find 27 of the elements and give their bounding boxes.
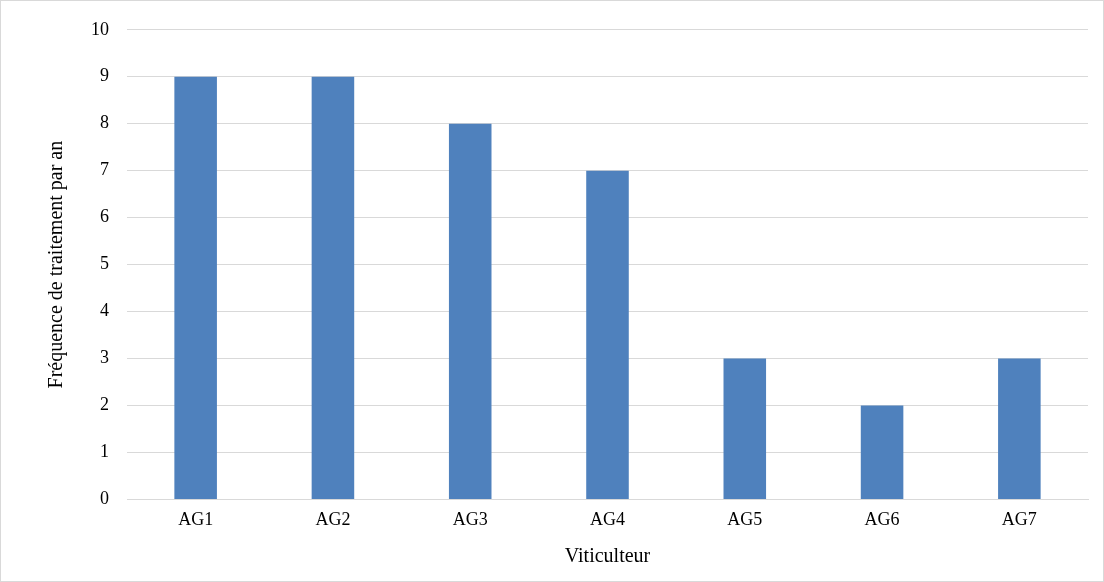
y-axis-title: Fréquence de traitement par an [44,140,68,389]
x-tick-label: AG6 [864,508,900,529]
bar [998,358,1041,499]
y-tick-label: 0 [100,488,109,509]
bar [586,170,629,499]
x-tick-label: AG7 [1001,508,1037,529]
y-tick-label: 9 [100,65,109,86]
y-tick-label: 5 [100,253,109,274]
x-tick-label: AG4 [590,508,625,529]
y-tick-label: 4 [100,300,109,321]
bar [311,76,355,499]
y-tick-label: 7 [100,159,109,180]
y-tick-label: 2 [100,394,109,415]
x-tick-label: AG3 [452,508,488,529]
y-tick-label: 8 [100,112,109,133]
y-tick-label: 1 [100,441,109,462]
y-tick-label: 10 [91,18,109,39]
y-tick-label: 3 [100,347,109,368]
bar [174,76,217,499]
bar [723,358,767,499]
bar [448,123,492,499]
x-tick-label: AG5 [727,508,763,529]
x-axis-title: Viticulteur [564,544,651,567]
y-tick-label: 6 [100,206,109,227]
x-tick-label: AG1 [178,508,214,529]
x-tick-label: AG2 [315,508,351,529]
bar [860,405,904,499]
